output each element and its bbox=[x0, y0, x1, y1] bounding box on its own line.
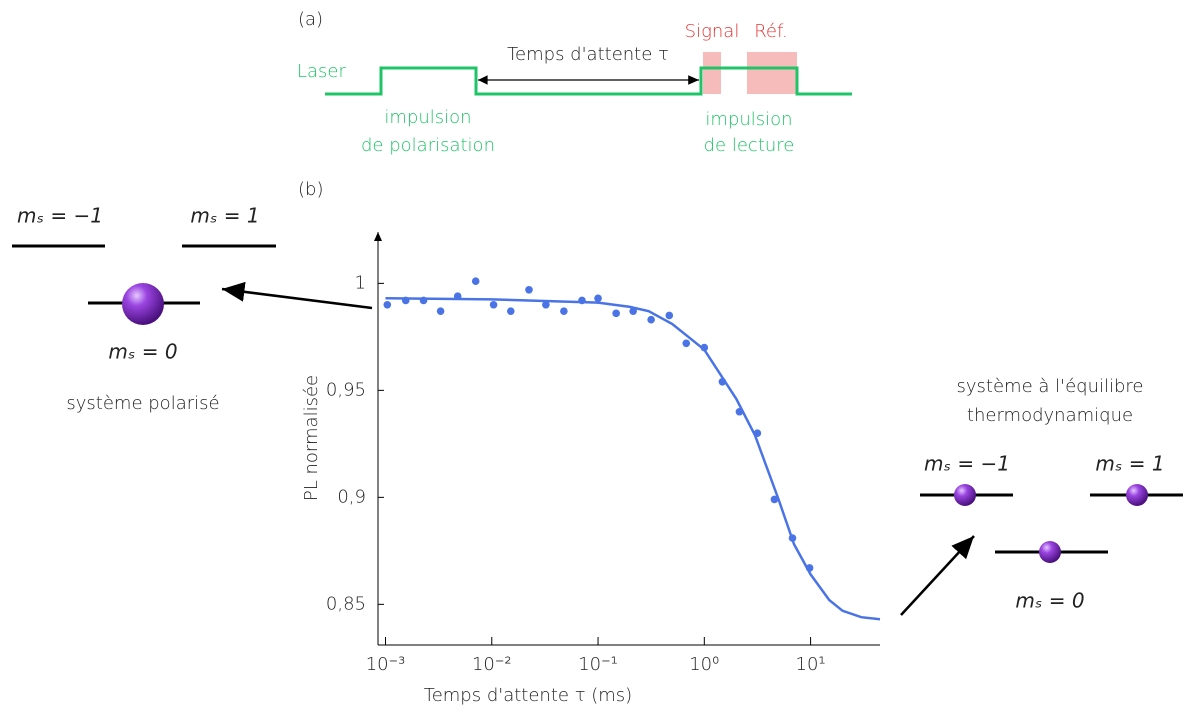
y-tick-label: 1 bbox=[355, 272, 366, 293]
laser-waveform bbox=[325, 66, 852, 96]
population bbox=[1126, 484, 1148, 506]
arrow bbox=[221, 281, 373, 310]
arrow bbox=[900, 535, 975, 616]
x-tick-label: 10¹ bbox=[796, 654, 826, 675]
data-point bbox=[560, 307, 568, 315]
data-point bbox=[542, 300, 550, 309]
pulse-label: impulsion bbox=[384, 107, 471, 128]
x-tick-label: 10⁰ bbox=[689, 654, 719, 675]
panel-label: (a) bbox=[298, 9, 323, 30]
caption: système polarisé bbox=[66, 393, 219, 414]
x-tick-label: 10⁻¹ bbox=[578, 654, 618, 675]
x-tick-label: 10⁻² bbox=[472, 654, 512, 675]
caption: thermodynamique bbox=[967, 405, 1133, 426]
data-point bbox=[489, 300, 498, 309]
state-label: mₛ = 1 bbox=[190, 204, 259, 228]
y-tick-label: 0,9 bbox=[337, 486, 366, 507]
pulse-label: impulsion bbox=[705, 109, 792, 130]
state-label: mₛ = 1 bbox=[1095, 452, 1164, 476]
y-tick-label: 0,85 bbox=[326, 593, 366, 614]
state-label: mₛ = −1 bbox=[17, 204, 103, 228]
panel-label: (b) bbox=[298, 179, 323, 200]
data-point bbox=[665, 311, 674, 320]
x-axis-label: Temps d'attente τ (ms) bbox=[424, 685, 632, 706]
pulse-label: de lecture bbox=[704, 135, 795, 156]
state-label: mₛ = 0 bbox=[1015, 589, 1084, 613]
fit-line bbox=[385, 297, 881, 621]
wait-label: Temps d'attente τ bbox=[507, 44, 669, 65]
population bbox=[954, 484, 976, 506]
laser-label: Laser bbox=[297, 61, 347, 82]
state-label: mₛ = −1 bbox=[924, 452, 1010, 476]
y-tick-label: 0,95 bbox=[326, 379, 366, 400]
data-point bbox=[682, 339, 691, 348]
data-point bbox=[506, 307, 515, 315]
data-point bbox=[383, 300, 392, 309]
pulse-label: de polarisation bbox=[361, 135, 495, 156]
data-point bbox=[647, 315, 655, 324]
population bbox=[122, 283, 164, 325]
data-point bbox=[770, 495, 779, 504]
ref-label: Réf. bbox=[754, 21, 788, 42]
data-point bbox=[471, 277, 480, 286]
signal-window bbox=[703, 52, 721, 94]
population bbox=[1039, 541, 1061, 563]
x-tick-label: 10⁻³ bbox=[366, 654, 406, 675]
y-axis-label: PL normalisée bbox=[301, 375, 322, 501]
data-point bbox=[594, 294, 602, 303]
data-point bbox=[525, 285, 533, 294]
data-point bbox=[436, 307, 445, 315]
signal-label: Signal bbox=[685, 21, 740, 42]
data-point bbox=[612, 309, 620, 318]
state-label: mₛ = 0 bbox=[108, 340, 177, 364]
caption: système à l'équilibre bbox=[957, 376, 1144, 397]
ref-window bbox=[747, 52, 797, 94]
